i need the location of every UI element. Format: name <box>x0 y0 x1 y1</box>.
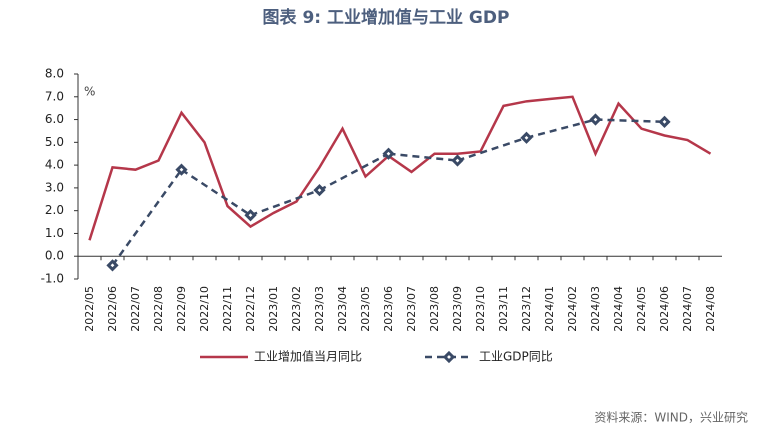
series-segment <box>595 118 665 124</box>
x-tick-label: 2023/04 <box>336 286 349 332</box>
series-segment <box>180 168 252 217</box>
x-tick-label: 2024/02 <box>566 286 579 332</box>
x-tick-label: 2024/03 <box>589 286 602 332</box>
series-marker <box>451 154 464 167</box>
series-marker <box>106 259 119 272</box>
x-tick-label: 2022/12 <box>244 286 257 332</box>
y-tick-label: 5.0 <box>45 135 64 149</box>
x-tick-label: 2024/06 <box>658 286 671 332</box>
series-marker <box>382 147 395 160</box>
series-segment <box>457 136 527 162</box>
y-tick-label: 4.0 <box>45 158 64 172</box>
x-tick-label: 2023/12 <box>520 286 533 332</box>
y-unit: % <box>84 85 95 99</box>
x-tick-label: 2023/06 <box>382 286 395 332</box>
series-segment <box>111 168 183 267</box>
x-tick-label: 2022/08 <box>152 286 165 332</box>
series-line <box>88 95 712 241</box>
x-tick-label: 2023/09 <box>451 286 464 332</box>
x-tick-label: 2024/05 <box>635 286 648 332</box>
series-marker <box>520 131 533 144</box>
x-tick-label: 2022/09 <box>175 286 188 332</box>
y-tick-label: 1.0 <box>45 226 64 240</box>
x-tick-label: 2024/01 <box>543 286 556 332</box>
x-tick-label: 2022/07 <box>129 286 142 332</box>
x-tick-label: 2022/11 <box>221 286 234 332</box>
y-tick-label: -1.0 <box>41 272 64 286</box>
y-tick-label: 3.0 <box>45 180 64 194</box>
series-segment <box>318 152 390 192</box>
x-tick-label: 2024/08 <box>704 286 717 332</box>
x-tick-label: 2022/06 <box>106 286 119 332</box>
x-tick-label: 2023/07 <box>405 286 418 332</box>
y-tick-label: 0.0 <box>45 249 64 263</box>
series-marker <box>658 115 671 128</box>
x-tick-label: 2022/05 <box>83 286 96 332</box>
series-segment <box>250 188 320 217</box>
x-tick-label: 2023/02 <box>290 286 303 332</box>
series-marker <box>313 184 326 197</box>
x-tick-label: 2023/11 <box>497 286 510 332</box>
x-tick-label: 2023/08 <box>428 286 441 332</box>
y-tick-label: 2.0 <box>45 203 64 217</box>
series-marker <box>175 163 188 176</box>
source: 资料来源：WIND，兴业研究 <box>594 410 748 425</box>
x-tick-label: 2023/05 <box>359 286 372 332</box>
x-tick-label: 2022/10 <box>198 286 211 332</box>
legend-label: 工业增加值当月同比 <box>254 349 362 364</box>
x-tick-label: 2023/01 <box>267 286 280 332</box>
y-tick-label: 8.0 <box>45 67 64 81</box>
y-tick-label: 7.0 <box>45 89 64 103</box>
x-tick-label: 2023/10 <box>474 286 487 332</box>
legend-label: 工业GDP同比 <box>479 350 553 364</box>
series-marker <box>589 113 602 126</box>
legend-marker <box>442 350 456 364</box>
y-tick-label: 6.0 <box>45 112 64 126</box>
x-tick-label: 2024/04 <box>612 286 625 332</box>
chart-title: 图表 9: 工业增加值与工业 GDP <box>263 7 510 28</box>
x-tick-label: 2023/03 <box>313 286 326 332</box>
x-tick-label: 2024/07 <box>681 286 694 332</box>
series-marker <box>244 209 257 222</box>
